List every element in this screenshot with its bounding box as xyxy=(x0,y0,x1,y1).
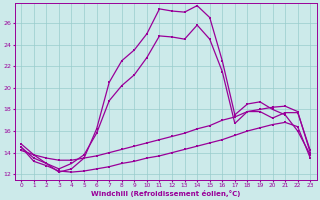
X-axis label: Windchill (Refroidissement éolien,°C): Windchill (Refroidissement éolien,°C) xyxy=(91,190,240,197)
